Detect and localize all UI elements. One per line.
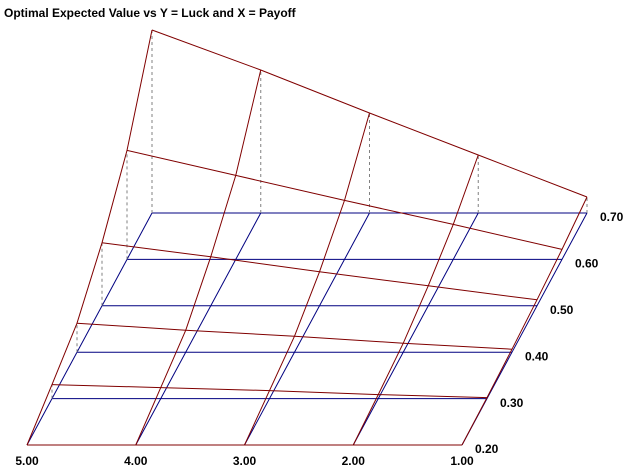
chart-title: Optimal Expected Value vs Y = Luck and X… — [4, 6, 297, 20]
x-tick-label: 3.00 — [233, 454, 257, 468]
surface-column — [461, 196, 588, 446]
x-tick-label: 1.00 — [450, 454, 474, 468]
grid-line — [135, 212, 262, 446]
x-tick-label: 2.00 — [342, 454, 366, 468]
y-tick-label: 0.40 — [525, 349, 549, 363]
grid-line — [352, 212, 479, 446]
y-tick-label: 0.20 — [475, 442, 499, 456]
grid-line — [244, 212, 370, 446]
x-tick-label: 4.00 — [124, 454, 148, 468]
x-tick-label: 5.00 — [15, 454, 39, 468]
y-tick-label: 0.50 — [550, 303, 574, 317]
y-tick-label: 0.70 — [600, 210, 624, 224]
surface-column — [244, 112, 370, 446]
grid-line — [26, 212, 153, 446]
surface-column — [135, 69, 262, 446]
surface-column — [352, 154, 479, 446]
y-tick-label: 0.30 — [500, 396, 524, 410]
surface-column — [26, 29, 153, 446]
y-tick-label: 0.60 — [575, 257, 599, 271]
